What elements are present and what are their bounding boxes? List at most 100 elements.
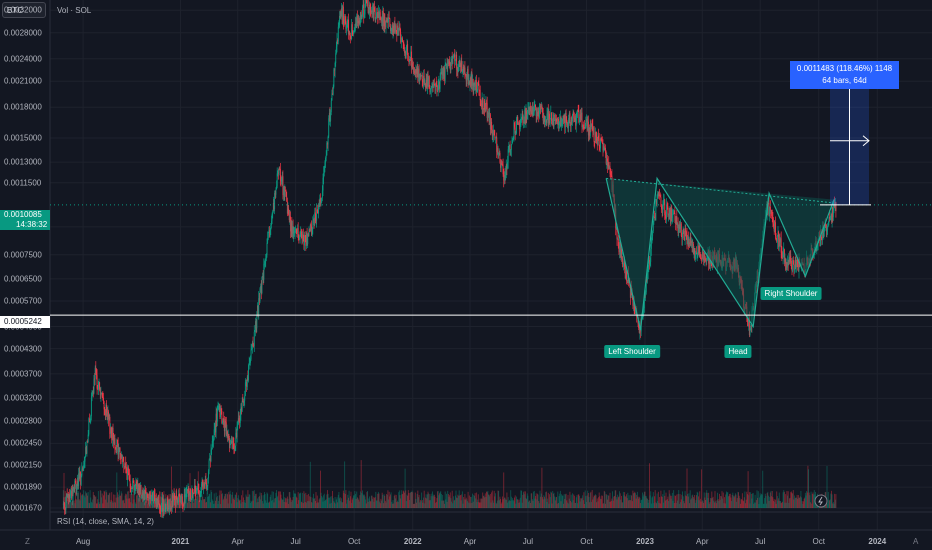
candle-body — [530, 110, 532, 112]
candle-body — [138, 484, 139, 495]
volume-bar — [567, 494, 569, 508]
volume-bar — [793, 499, 795, 508]
volume-bar — [207, 496, 209, 508]
volume-bar — [372, 498, 374, 508]
volume-bar — [705, 492, 707, 508]
volume-bar — [680, 499, 682, 508]
volume-bar — [339, 498, 340, 508]
volume-bar — [166, 501, 168, 508]
volume-bar — [307, 493, 309, 508]
candle-body — [516, 117, 518, 119]
volume-bar — [597, 501, 599, 508]
candle-body — [704, 254, 706, 259]
volume-bar — [328, 497, 330, 508]
candle-body — [647, 272, 648, 281]
candle-body — [550, 112, 552, 120]
candle-body — [183, 505, 185, 507]
volume-bar — [144, 498, 146, 508]
volume-bar — [750, 493, 752, 508]
volume-bar — [279, 491, 281, 508]
candle-body — [540, 105, 542, 111]
candle-body — [104, 409, 106, 416]
candle-body — [780, 238, 781, 243]
volume-bar — [92, 499, 94, 508]
candle-body — [72, 489, 74, 492]
volume-bar — [657, 501, 659, 508]
candle-body — [230, 440, 232, 443]
candle-body — [369, 4, 370, 13]
candle-body — [619, 242, 620, 252]
volume-bar — [266, 492, 268, 508]
candle-body — [658, 194, 660, 197]
candle-body — [321, 197, 323, 203]
volume-bar — [320, 492, 322, 508]
candle-body — [73, 486, 75, 489]
candle-body — [654, 217, 655, 219]
candle-body — [390, 26, 391, 32]
volume-bar — [321, 497, 323, 508]
candle-body — [389, 18, 391, 27]
volume-bar — [624, 496, 626, 508]
candle-body — [111, 433, 113, 440]
candle-body — [134, 487, 136, 490]
timezone-corner-button[interactable]: Z — [25, 537, 30, 546]
volume-bar — [652, 496, 654, 508]
candle-body — [785, 262, 787, 270]
candle-body — [674, 213, 676, 221]
candle-body — [207, 478, 209, 487]
volume-bar — [129, 498, 130, 508]
volume-bar — [414, 503, 416, 508]
volume-bar — [138, 493, 140, 508]
candle-body — [511, 140, 513, 145]
volume-bar — [307, 501, 309, 508]
volume-bar — [304, 493, 305, 508]
volume-bar — [731, 501, 732, 508]
candle-body — [821, 238, 823, 240]
candle-body — [363, 4, 365, 18]
volume-bar — [698, 496, 699, 508]
candle-body — [682, 228, 684, 233]
candle-body — [650, 242, 652, 249]
volume-bar — [659, 497, 661, 508]
price-range-measurement-label[interactable]: 0.0011483 (118.46%) 1148 64 bars, 64d — [790, 61, 899, 89]
candle-body — [577, 109, 578, 113]
volume-bar — [501, 502, 503, 508]
volume-bar — [257, 498, 258, 508]
candle-body — [258, 298, 260, 317]
candle-body — [552, 117, 554, 125]
volume-bar — [370, 501, 372, 508]
candle-body — [689, 237, 691, 244]
volume-bar — [394, 494, 396, 508]
candle-body — [430, 91, 431, 93]
volume-bar — [174, 500, 176, 508]
candle-body — [781, 252, 783, 258]
candle-body — [232, 441, 234, 444]
candle-body — [348, 32, 350, 35]
candle-body — [440, 71, 442, 79]
candle-body — [460, 60, 462, 68]
volume-bar — [647, 498, 648, 508]
candle-body — [267, 238, 269, 244]
candle-body — [404, 47, 405, 53]
volume-bar — [83, 490, 85, 508]
candle-body — [258, 298, 260, 302]
volume-bar — [790, 492, 792, 508]
candle-body — [435, 82, 437, 88]
candle-body — [75, 481, 76, 483]
volume-bar — [673, 490, 675, 508]
price-axis-tick-label: 0.0032000 — [4, 5, 42, 15]
volume-bar — [275, 492, 277, 508]
auto-scale-button[interactable]: A — [913, 537, 919, 546]
volume-bar — [720, 496, 722, 508]
volume-bar — [132, 503, 134, 508]
volume-bar — [108, 495, 109, 508]
volume-bar — [64, 503, 66, 508]
candle-body — [485, 102, 487, 111]
symbol-search-box[interactable]: BTC — [2, 2, 46, 18]
candle-body — [123, 461, 125, 467]
volume-bar — [717, 492, 718, 508]
volume-bar — [565, 494, 566, 508]
candle-body — [104, 409, 106, 411]
